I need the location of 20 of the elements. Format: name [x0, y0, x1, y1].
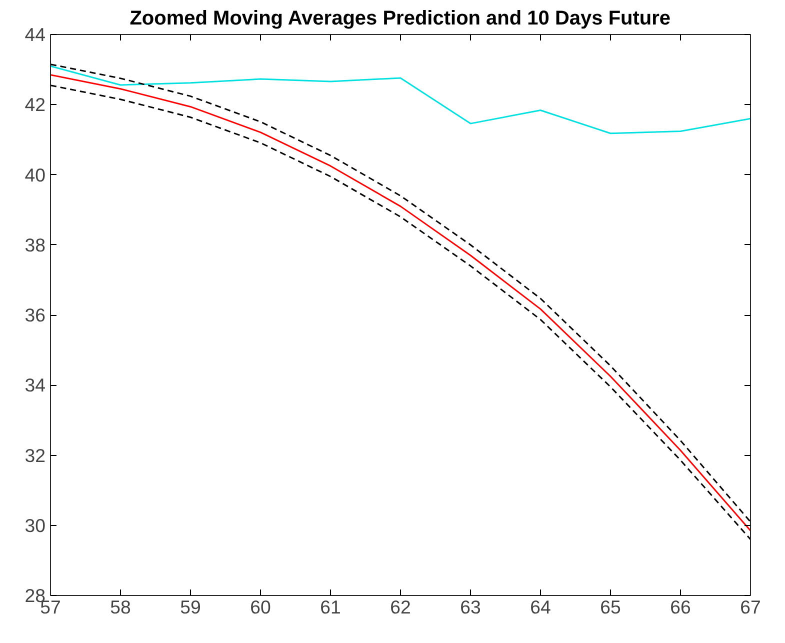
x-tick-label: 66 [670, 596, 691, 618]
x-tick-label: 64 [530, 596, 551, 618]
y-tick-label: 30 [24, 514, 46, 536]
y-tick-label: 36 [24, 304, 46, 326]
x-tick-label: 59 [180, 596, 201, 618]
x-tick-label: 65 [600, 596, 621, 618]
y-tick-label: 44 [24, 24, 46, 45]
y-tick-label: 34 [24, 374, 46, 396]
y-tick-label: 32 [24, 444, 46, 466]
y-tick-label: 42 [24, 94, 46, 116]
chart-title: Zoomed Moving Averages Prediction and 10 Days Future [130, 8, 671, 30]
x-tick-label: 61 [320, 596, 341, 618]
y-tick-label: 38 [24, 234, 46, 256]
x-tick-label: 60 [250, 596, 271, 618]
x-tick-label: 67 [740, 596, 761, 618]
y-tick-label: 40 [24, 164, 46, 186]
line-series [50, 65, 750, 134]
x-tick-label: 63 [460, 596, 481, 618]
x-tick-label: 62 [390, 596, 411, 618]
x-tick-label: 58 [110, 596, 131, 618]
